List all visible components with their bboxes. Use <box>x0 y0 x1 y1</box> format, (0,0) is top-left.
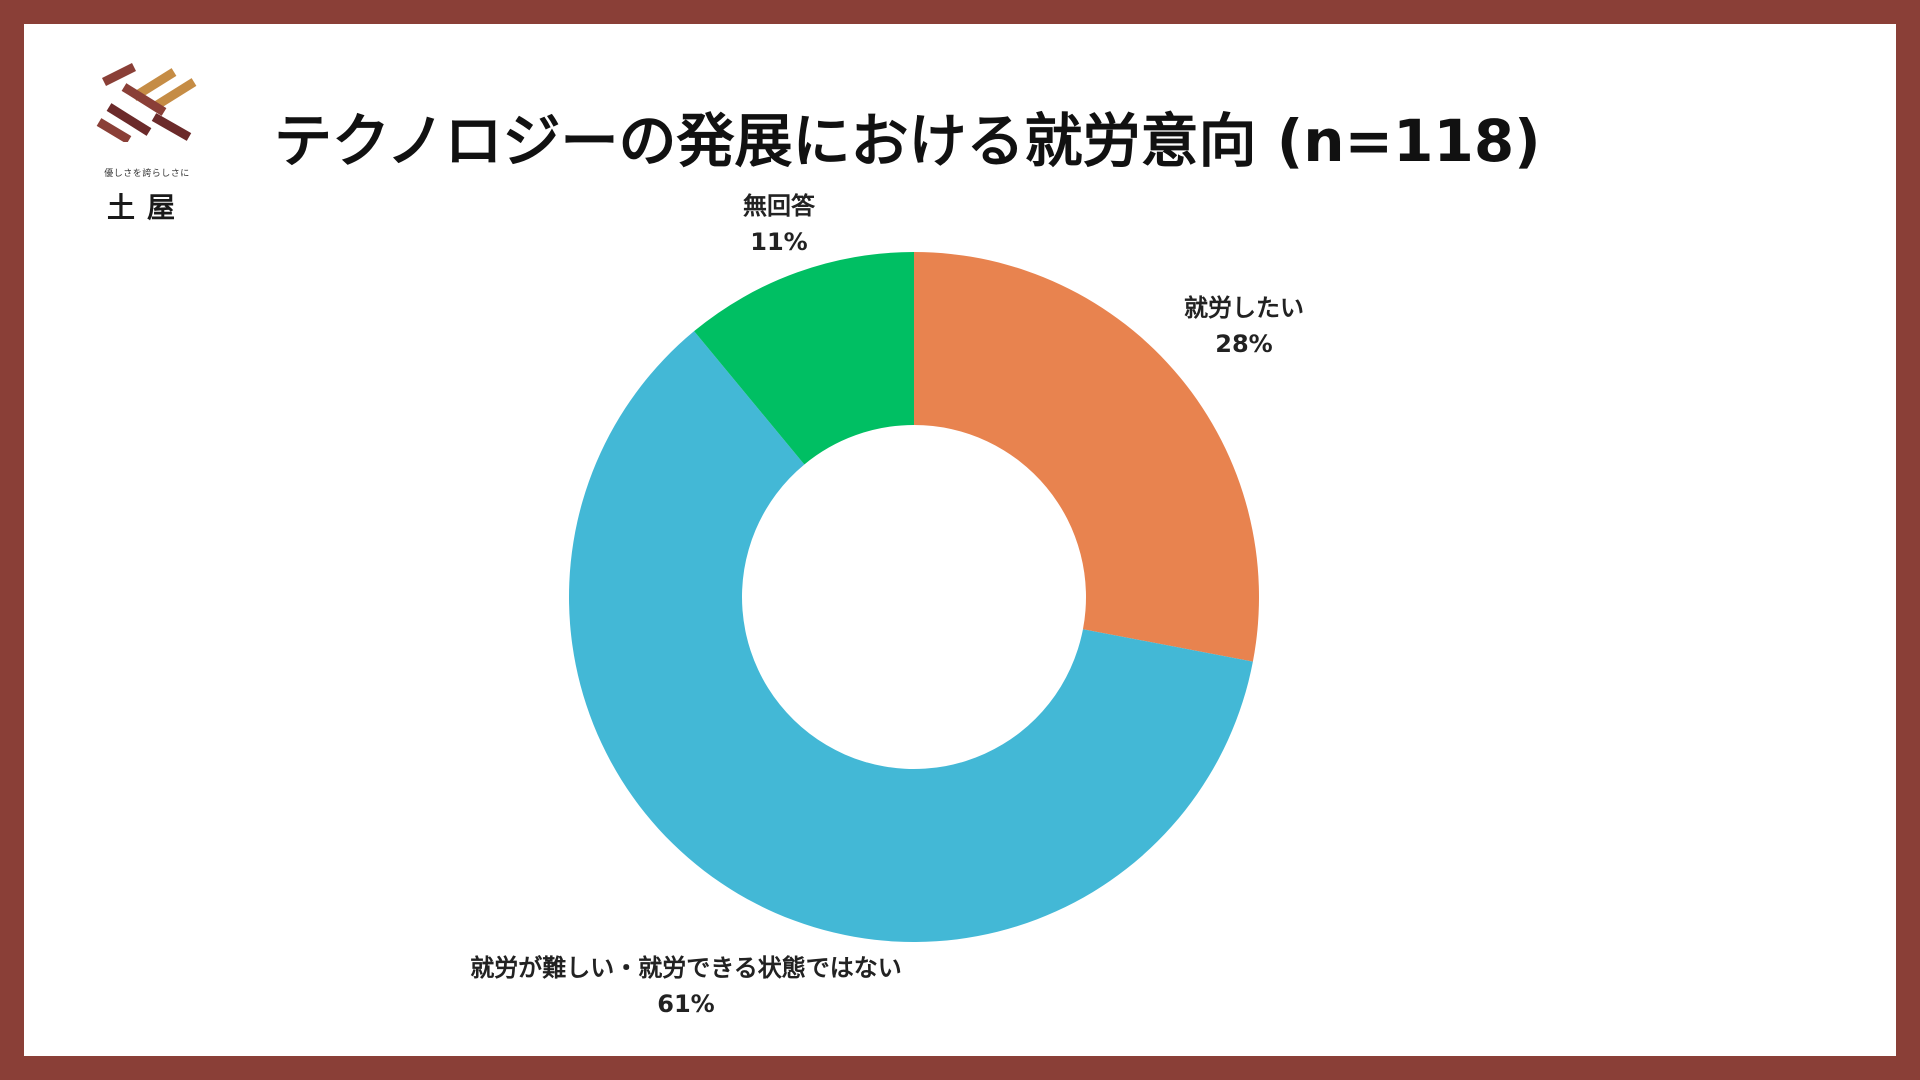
slice-value-label: 11% <box>750 228 807 256</box>
slide-frame: 優しさを誇らしさに 土屋 テクノロジーの発展における就労意向 (n=118) 就… <box>24 24 1896 1056</box>
slice-value-label: 61% <box>657 990 714 1018</box>
logo-bar <box>121 83 167 116</box>
logo-name: 土屋 <box>106 191 187 224</box>
page-title: テクノロジーの発展における就労意向 (n=118) <box>274 107 1541 175</box>
logo-tagline: 優しさを誇らしさに <box>104 169 190 179</box>
donut-slice <box>694 252 914 465</box>
logo-bar <box>101 62 137 87</box>
slice-category-label: 就労が難しい・就労できる状態ではない <box>470 954 902 982</box>
slice-category-label: 就労したい <box>1184 294 1304 322</box>
donut-slice <box>914 252 1259 662</box>
woven-pattern-icon <box>96 62 197 142</box>
slice-category-label: 無回答 <box>743 192 816 220</box>
logo-bar <box>96 118 132 142</box>
logo-bar <box>151 113 192 141</box>
donut-slice <box>569 331 1253 942</box>
slice-value-label: 28% <box>1215 330 1272 358</box>
logo-bar <box>106 103 152 136</box>
donut-chart: 就労したい 28% 就労が難しい・就労できる状態ではない 61% 無回答 11% <box>470 192 1304 1018</box>
logo-bar <box>151 78 197 111</box>
company-logo: 優しさを誇らしさに 土屋 <box>72 62 222 232</box>
